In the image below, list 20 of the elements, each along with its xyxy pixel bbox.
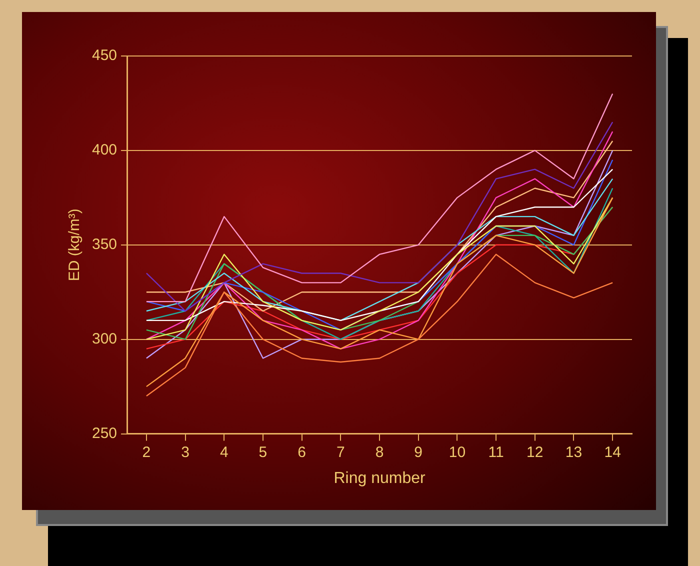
- y-tick-label: 400: [92, 142, 118, 159]
- x-tick-label: 3: [181, 444, 190, 461]
- x-tick-label: 13: [565, 444, 582, 461]
- x-tick-label: 7: [336, 444, 345, 461]
- x-tick-label: 10: [448, 444, 466, 461]
- x-tick-label: 12: [526, 444, 544, 461]
- y-tick-label: 450: [92, 47, 118, 64]
- x-tick-label: 11: [488, 444, 504, 461]
- x-tick-label: 9: [414, 444, 423, 461]
- x-tick-label: 6: [298, 444, 306, 461]
- x-axis-title: Ring number: [334, 470, 426, 487]
- x-tick-label: 5: [258, 444, 268, 461]
- y-axis-title: ED (kg/m³): [66, 208, 84, 282]
- x-tick-label: 14: [604, 444, 621, 461]
- y-tick-label: 350: [92, 236, 118, 254]
- x-tick-label: 2: [142, 444, 151, 461]
- y-tick-label: 250: [92, 424, 118, 442]
- y-tick-label: 300: [92, 330, 118, 348]
- x-tick-label: 4: [220, 444, 228, 461]
- x-tick-label: 8: [375, 444, 384, 461]
